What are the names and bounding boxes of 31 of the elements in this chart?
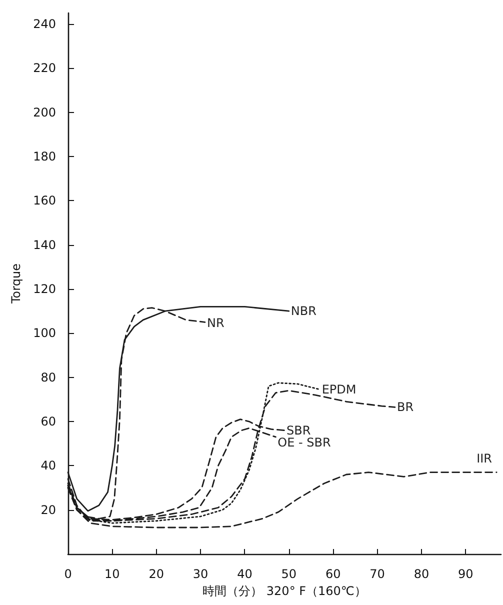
y-tick-label: 20 (40, 502, 56, 517)
x-tick-label: 30 (192, 567, 208, 581)
x-tick-label: 20 (148, 567, 164, 581)
series-label: NBR (290, 304, 316, 318)
y-tick-label: 60 (40, 414, 56, 429)
y-tick-label: 180 (33, 150, 56, 164)
series-label: BR (396, 400, 414, 414)
series-label: EPDM (322, 382, 356, 396)
y-tick-label: 140 (33, 238, 56, 252)
y-tick-label: 120 (33, 282, 56, 296)
x-tick-label: 40 (237, 567, 252, 581)
y-tick-label: 100 (33, 326, 56, 340)
y-tick-label: 80 (40, 370, 56, 384)
y-axis-title: Torque (9, 264, 23, 304)
x-tick-label: 0 (64, 567, 72, 581)
x-axis-title: 時間（分） 320° F（160℃） (202, 584, 366, 598)
y-tick-label: 220 (33, 61, 56, 76)
series-label: IIR (476, 451, 492, 466)
y-tick-label: 240 (33, 17, 56, 32)
x-tick-label: 60 (325, 567, 341, 581)
y-tick-label: 40 (40, 458, 56, 473)
x-tick-label: 50 (281, 567, 297, 581)
x-tick-label: 90 (458, 567, 474, 581)
series-label: OE - SBR (278, 435, 331, 450)
y-tick-label: 200 (33, 105, 56, 120)
series-label: SBR (286, 423, 311, 438)
x-tick-label: 10 (104, 567, 120, 581)
series-label: NR (206, 316, 224, 330)
x-tick-label: 70 (370, 567, 385, 581)
y-tick-label: 160 (33, 194, 56, 208)
x-tick-label: 80 (414, 567, 430, 581)
